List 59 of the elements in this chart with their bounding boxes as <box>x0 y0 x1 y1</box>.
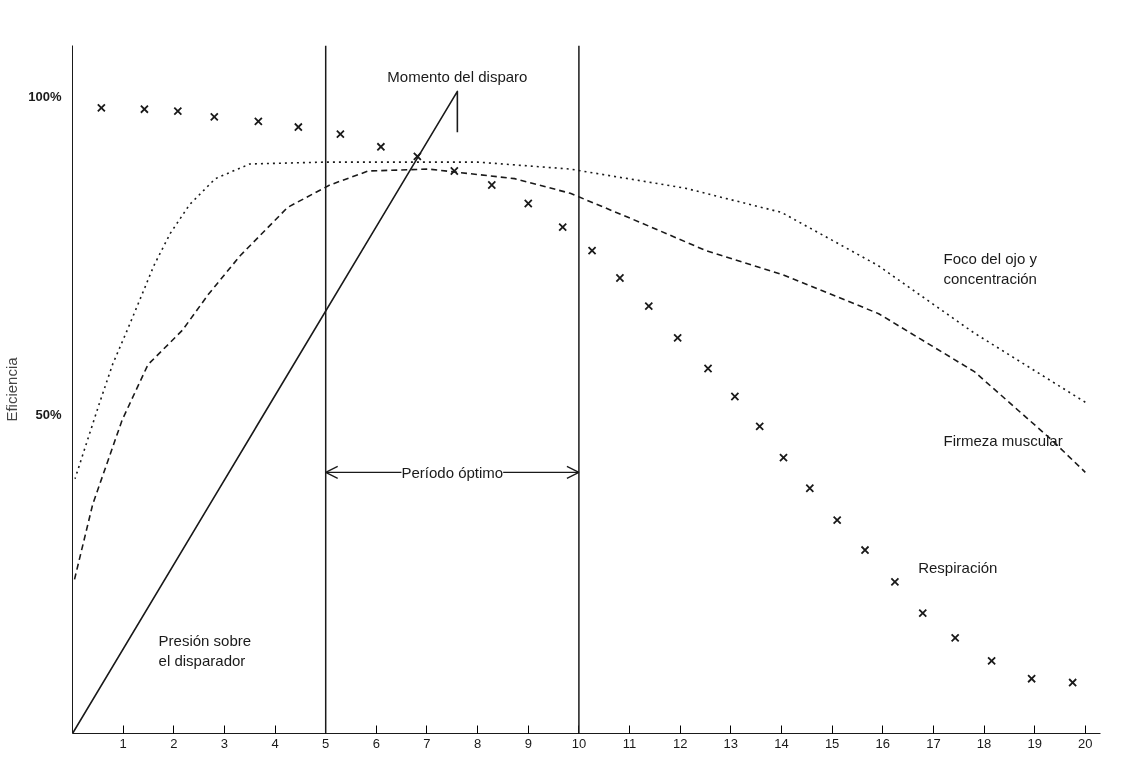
point <box>779 453 788 463</box>
x-tick-label: 4 <box>271 735 279 751</box>
point <box>96 103 106 113</box>
y-tick-label: 50% <box>35 407 62 423</box>
x-tick-label: 17 <box>926 735 941 751</box>
point <box>376 142 386 152</box>
point <box>139 104 149 114</box>
point <box>755 422 765 431</box>
x-tick-label: 18 <box>976 735 992 751</box>
point <box>293 122 303 132</box>
x-tick-label: 15 <box>824 735 840 751</box>
x-tick-label: 14 <box>774 735 789 751</box>
point <box>173 106 183 116</box>
point <box>673 333 683 343</box>
y-tick-label: 100% <box>28 88 62 104</box>
x-tick-label: 12 <box>672 735 688 751</box>
x-tick-label: 5 <box>322 735 330 751</box>
point <box>412 151 422 161</box>
point <box>449 166 459 176</box>
series-label: Foco del ojo y concentración <box>943 249 1038 288</box>
point <box>1068 678 1078 687</box>
series-label: Firmeza muscular <box>943 431 1063 449</box>
point <box>950 633 960 643</box>
x-tick-label: 7 <box>423 735 431 751</box>
point <box>615 273 625 283</box>
point <box>860 545 870 555</box>
point <box>487 180 497 190</box>
x-tick-label: 1 <box>119 735 127 751</box>
x-tick-label: 13 <box>723 735 739 751</box>
point <box>209 112 219 122</box>
series-label: Presión sobre el disparador <box>158 631 252 670</box>
point <box>558 222 568 232</box>
point <box>805 483 815 493</box>
x-tick-label: 11 <box>622 735 637 751</box>
x-tick-label: 19 <box>1027 735 1042 751</box>
point <box>587 246 597 256</box>
x-tick-label: 3 <box>220 735 229 751</box>
x-tick-label: 2 <box>170 735 178 751</box>
x-tick-label: 9 <box>524 735 532 751</box>
y-axis-title: Eficiencia <box>3 356 21 422</box>
x-tick-label: 20 <box>1078 735 1093 751</box>
point <box>523 199 533 208</box>
point <box>832 515 842 525</box>
x-tick-label: 10 <box>571 735 587 751</box>
point <box>918 608 928 618</box>
x-tick-label: 8 <box>474 735 482 751</box>
x-tick-label: 6 <box>372 735 380 751</box>
point <box>987 656 997 666</box>
point <box>335 129 345 139</box>
annotation: Momento del disparo <box>387 68 528 86</box>
x-tick-label: 16 <box>875 735 890 751</box>
point <box>703 364 713 373</box>
annotation: Período óptimo <box>401 463 504 481</box>
point <box>644 301 654 311</box>
point <box>1027 674 1037 684</box>
point <box>730 392 740 401</box>
point <box>890 577 900 587</box>
point <box>253 116 263 126</box>
series-label: Respiración <box>918 559 998 577</box>
